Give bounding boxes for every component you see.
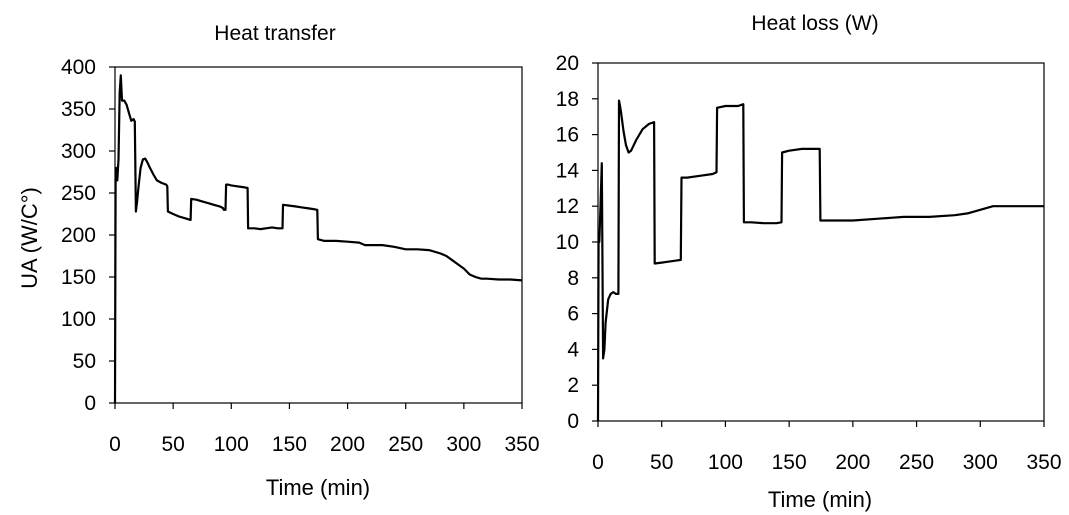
y-tick-label: 100 <box>61 308 96 331</box>
x-tick-label: 300 <box>963 451 998 474</box>
x-tick-label: 250 <box>899 451 934 474</box>
y-tick-label: 50 <box>73 350 96 373</box>
x-tick-label: 350 <box>1026 451 1061 474</box>
x-tick-label: 250 <box>388 433 423 456</box>
y-tick-label: 16 <box>556 124 579 147</box>
y-tick-label: 14 <box>556 159 580 182</box>
x-axis-label: Time (min) <box>266 475 370 500</box>
y-tick-label: 300 <box>61 140 96 163</box>
y-tick-label: 150 <box>61 266 96 289</box>
y-tick-label: 20 <box>556 52 579 75</box>
chart-heat-loss: Heat loss (W) 0 2 4 6 8 10 12 14 16 18 20 0 50 100 15… <box>556 12 1062 512</box>
y-tick-label: 2 <box>567 374 579 397</box>
x-axis: 0 50 100 150 200 250 300 350 <box>109 403 540 456</box>
x-tick-label: 0 <box>592 451 604 474</box>
y-axis-label: UA (W/C°) <box>17 187 42 289</box>
y-tick-label: 18 <box>556 88 579 111</box>
x-axis: 0 50 100 150 200 250 300 350 <box>592 421 1062 474</box>
x-axis-label: Time (min) <box>768 487 872 512</box>
series-line <box>596 99 1044 422</box>
y-tick-label: 12 <box>556 195 579 218</box>
y-tick-label: 400 <box>61 56 96 79</box>
y-tick-label: 250 <box>61 182 96 205</box>
x-tick-label: 100 <box>708 451 743 474</box>
y-tick-label: 6 <box>567 303 579 326</box>
chart-title: Heat loss (W) <box>751 12 878 35</box>
chart-title: Heat transfer <box>214 22 335 45</box>
x-tick-label: 0 <box>109 433 121 456</box>
x-tick-label: 150 <box>272 433 307 456</box>
x-tick-label: 50 <box>650 451 673 474</box>
y-tick-label: 4 <box>567 338 579 361</box>
series-line <box>113 74 523 404</box>
x-tick-label: 50 <box>161 433 184 456</box>
x-tick-label: 350 <box>504 433 539 456</box>
x-tick-label: 300 <box>446 433 481 456</box>
x-tick-label: 150 <box>772 451 807 474</box>
y-tick-label: 0 <box>84 392 96 415</box>
y-tick-label: 0 <box>567 410 579 433</box>
y-tick-label: 200 <box>61 224 96 247</box>
x-tick-label: 100 <box>214 433 249 456</box>
y-tick-label: 8 <box>567 267 579 290</box>
chart-heat-transfer: Heat transfer 0 50 100 150 200 250 300 350 400 0… <box>17 22 540 500</box>
x-tick-label: 200 <box>330 433 365 456</box>
plot-frame <box>597 62 1045 422</box>
x-tick-label: 200 <box>835 451 870 474</box>
y-tick-label: 10 <box>556 231 579 254</box>
y-tick-label: 350 <box>61 98 96 121</box>
y-axis: 0 2 4 6 8 10 12 14 16 18 20 <box>556 52 598 433</box>
y-axis: 0 50 100 150 200 250 300 350 400 <box>61 56 115 415</box>
